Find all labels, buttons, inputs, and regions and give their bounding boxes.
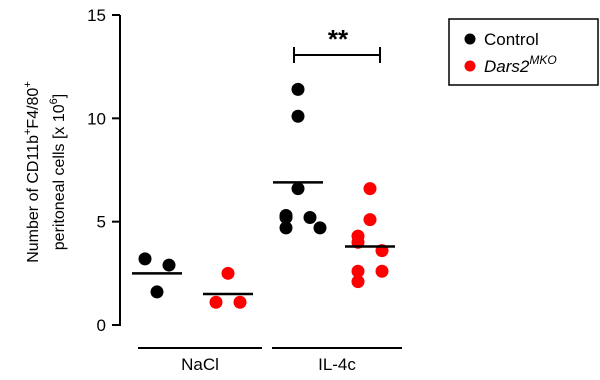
data-point xyxy=(209,295,223,309)
data-point xyxy=(221,266,235,280)
ylabel-superscript: + xyxy=(22,129,34,135)
data-point xyxy=(313,221,327,235)
group-label-il4c: IL-4c xyxy=(318,355,356,374)
data-point xyxy=(363,213,377,227)
data-point xyxy=(375,264,389,278)
data-point xyxy=(138,252,152,266)
ylabel-part: peritoneal cells [x 10 xyxy=(51,104,68,250)
y-tick-label: 5 xyxy=(97,213,106,232)
data-point xyxy=(291,82,305,96)
y-axis-title-line1: Number of CD11b+F4/80+ xyxy=(22,81,42,263)
significance-label: ** xyxy=(328,24,349,54)
y-axis-title-line2: peritoneal cells [x 106] xyxy=(48,94,68,250)
data-point xyxy=(291,109,305,123)
ylabel-part: F4/80 xyxy=(25,88,42,129)
ylabel-part: Number of CD11b xyxy=(25,135,42,263)
legend-marker-control xyxy=(464,33,476,45)
legend-dars2-text: Dars2 xyxy=(484,57,530,76)
data-point xyxy=(279,221,293,235)
data-point xyxy=(150,285,164,299)
data-point xyxy=(291,182,305,196)
data-marks xyxy=(132,82,395,309)
legend-label-dars2: Dars2MKO xyxy=(484,53,557,76)
y-tick-label: 0 xyxy=(97,316,106,335)
y-axis-ticks: 0 5 10 15 xyxy=(87,6,120,335)
legend-dars2-superscript: MKO xyxy=(529,53,556,67)
data-point xyxy=(303,211,317,225)
legend-marker-dars2 xyxy=(464,60,476,72)
data-point xyxy=(279,211,293,225)
y-tick-label: 15 xyxy=(87,6,106,25)
ylabel-superscript: + xyxy=(22,81,34,87)
legend-label-control: Control xyxy=(484,30,539,49)
group-label-nacl: NaCl xyxy=(181,355,219,374)
data-point xyxy=(162,258,176,272)
y-tick-label: 10 xyxy=(87,109,106,128)
data-point xyxy=(351,275,365,289)
legend-box xyxy=(448,18,599,86)
data-point xyxy=(351,264,365,278)
data-point xyxy=(233,295,247,309)
ylabel-part: ] xyxy=(51,94,68,98)
ylabel-superscript: 6 xyxy=(48,98,60,104)
data-point xyxy=(363,182,377,196)
